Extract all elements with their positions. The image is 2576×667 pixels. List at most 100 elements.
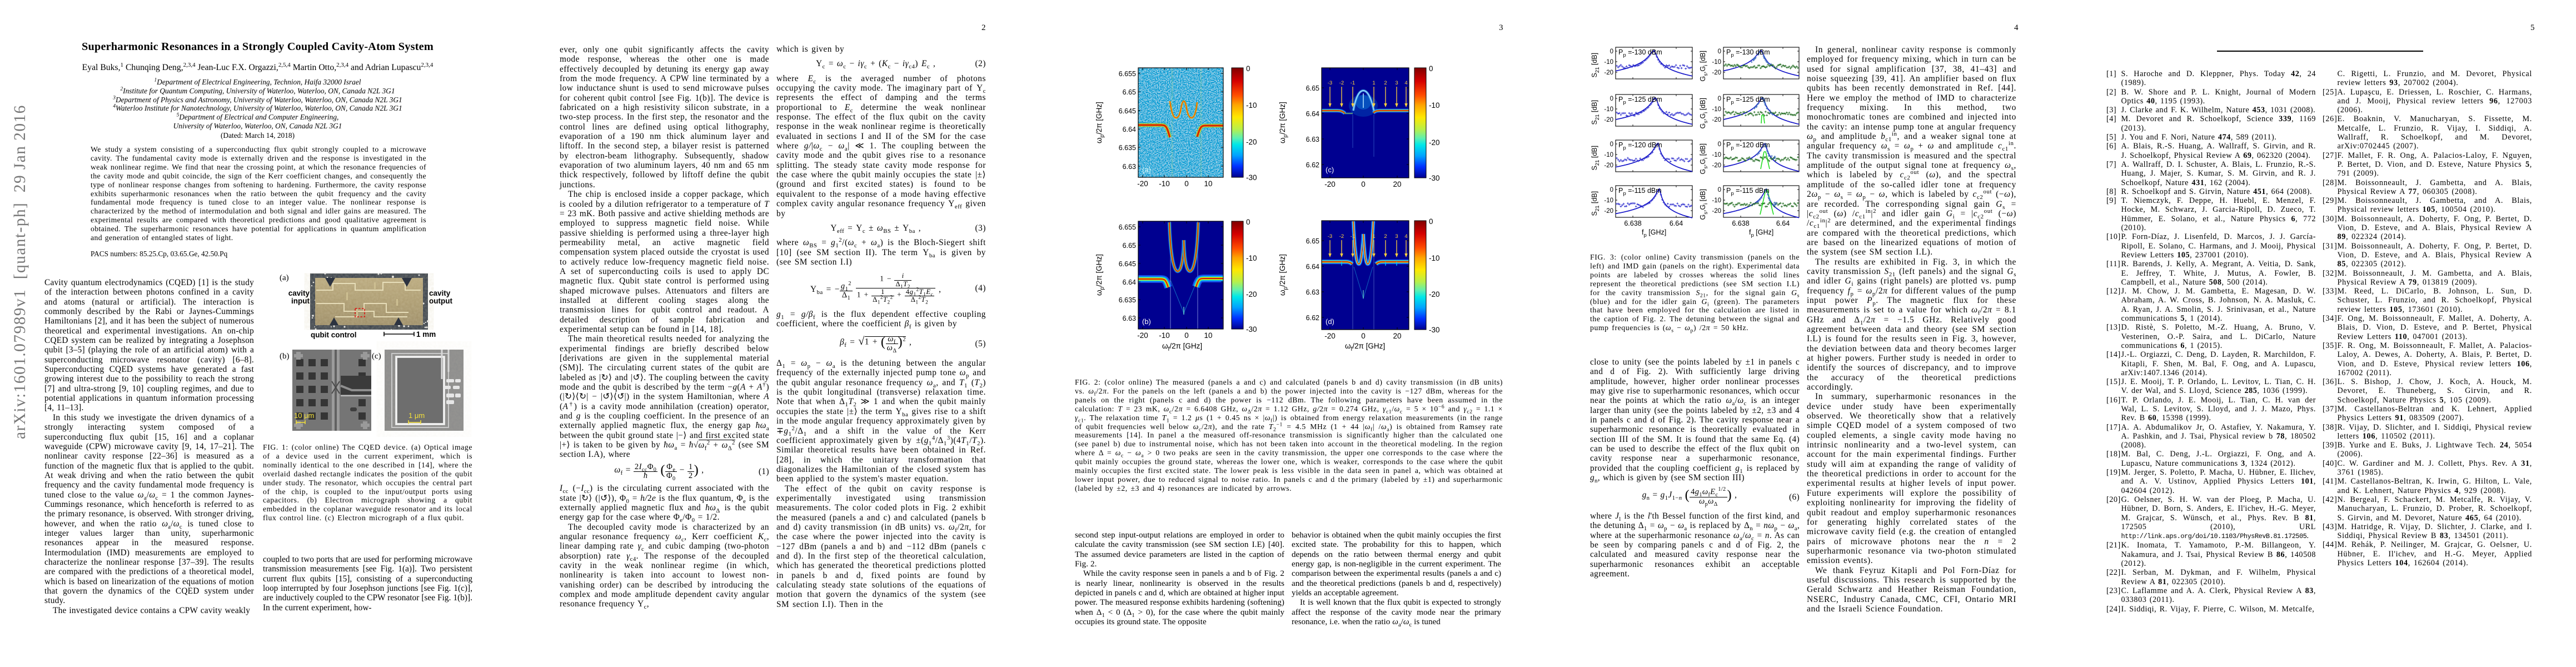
- svg-text:6.64: 6.64: [1306, 110, 1319, 118]
- svg-text:S21 [dB]: S21 [dB]: [1591, 191, 1601, 216]
- svg-text:6.63: 6.63: [1123, 163, 1136, 171]
- svg-text:1: 1: [1372, 80, 1375, 86]
- svg-text:ωp/2π [GHz]: ωp/2π [GHz]: [1278, 254, 1289, 296]
- svg-text:6.645: 6.645: [1119, 107, 1136, 115]
- svg-text:-3: -3: [1328, 233, 1332, 240]
- svg-text:0: 0: [1361, 332, 1366, 340]
- svg-text:6.645: 6.645: [1119, 260, 1136, 268]
- svg-text:1 μm: 1 μm: [408, 411, 425, 420]
- svg-text:(c): (c): [372, 352, 381, 361]
- svg-text:input: input: [291, 297, 310, 305]
- svg-text:6.65: 6.65: [1123, 242, 1136, 250]
- svg-text:4: 4: [1404, 80, 1407, 86]
- svg-text:0: 0: [1610, 141, 1613, 148]
- svg-text:Gs,Gi [dB]: Gs,Gi [dB]: [1699, 143, 1709, 175]
- svg-text:qubit control: qubit control: [311, 331, 356, 339]
- svg-text:0: 0: [1718, 48, 1721, 55]
- svg-text:output: output: [429, 297, 452, 305]
- svg-text:Pp =-125 dBm: Pp =-125 dBm: [1618, 96, 1662, 106]
- svg-text:6.63: 6.63: [1306, 136, 1319, 143]
- svg-text:-10: -10: [1159, 180, 1170, 188]
- svg-text:-20: -20: [1429, 138, 1440, 147]
- svg-text:6.65: 6.65: [1123, 88, 1136, 96]
- svg-text:S21 [dB]: S21 [dB]: [1591, 146, 1601, 171]
- svg-text:0: 0: [1610, 187, 1613, 193]
- svg-text:-20: -20: [1604, 117, 1613, 123]
- svg-text:Gs,Gi [dB]: Gs,Gi [dB]: [1699, 51, 1709, 82]
- svg-text:6.65: 6.65: [1306, 84, 1319, 92]
- svg-text:Gs,Gi [dB]: Gs,Gi [dB]: [1699, 98, 1709, 129]
- svg-text:(c): (c): [1326, 166, 1334, 174]
- svg-text:6.638: 6.638: [1732, 220, 1749, 227]
- svg-text:(b): (b): [1142, 317, 1151, 326]
- svg-text:6.65: 6.65: [1306, 237, 1319, 245]
- svg-text:-1: -1: [1351, 233, 1355, 240]
- svg-text:-30: -30: [1246, 173, 1257, 182]
- svg-text:6.635: 6.635: [1119, 144, 1136, 152]
- svg-text:0: 0: [1429, 217, 1433, 226]
- svg-text:-20: -20: [1604, 208, 1613, 215]
- svg-text:Gs,Gi [dB]: Gs,Gi [dB]: [1699, 189, 1709, 220]
- svg-text:-20: -20: [1429, 290, 1440, 298]
- svg-text:-10: -10: [1604, 152, 1613, 158]
- svg-text:0: 0: [1246, 218, 1250, 226]
- svg-text:(b): (b): [280, 352, 290, 361]
- svg-text:-10: -10: [1712, 106, 1721, 113]
- svg-text:-20: -20: [1246, 138, 1257, 146]
- svg-text:fp [GHz]: fp [GHz]: [1642, 228, 1666, 238]
- svg-text:ωf/2π [GHz]: ωf/2π [GHz]: [1345, 342, 1385, 352]
- svg-text:S21 [dB]: S21 [dB]: [1591, 100, 1601, 125]
- svg-text:-20: -20: [1324, 332, 1336, 340]
- svg-text:-10: -10: [1159, 331, 1170, 340]
- svg-text:10 μm: 10 μm: [294, 411, 314, 420]
- svg-text:6.635: 6.635: [1119, 296, 1136, 304]
- svg-text:0: 0: [1610, 96, 1613, 102]
- svg-text:6.64: 6.64: [1306, 263, 1319, 271]
- svg-text:-1: -1: [1351, 80, 1355, 86]
- svg-text:6.655: 6.655: [1119, 70, 1136, 78]
- svg-text:-20: -20: [1137, 180, 1148, 188]
- svg-text:fp [GHz]: fp [GHz]: [1749, 228, 1773, 238]
- svg-text:6.62: 6.62: [1306, 161, 1319, 169]
- svg-text:-10: -10: [1246, 101, 1257, 109]
- svg-text:0: 0: [1184, 180, 1189, 188]
- svg-text:-20: -20: [1604, 162, 1613, 169]
- svg-text:6.63: 6.63: [1123, 315, 1136, 322]
- svg-text:1: 1: [1372, 233, 1375, 240]
- svg-text:-20: -20: [1712, 69, 1721, 76]
- svg-text:-10: -10: [1604, 106, 1613, 113]
- svg-text:Pp =-130 dBm: Pp =-130 dBm: [1726, 48, 1770, 58]
- svg-text:-10: -10: [1712, 152, 1721, 158]
- svg-text:0: 0: [1361, 180, 1366, 188]
- svg-text:-10: -10: [1429, 254, 1440, 262]
- svg-text:6.64: 6.64: [1123, 278, 1136, 286]
- svg-text:3: 3: [1395, 233, 1398, 240]
- svg-text:-10: -10: [1604, 197, 1613, 204]
- svg-text:cavity: cavity: [288, 289, 310, 297]
- svg-text:ωf/2π [GHz]: ωf/2π [GHz]: [1162, 342, 1202, 352]
- svg-text:6.64: 6.64: [1670, 220, 1683, 227]
- svg-text:-10: -10: [1712, 197, 1721, 204]
- svg-text:-20: -20: [1246, 290, 1257, 298]
- svg-text:0: 0: [1246, 64, 1250, 73]
- svg-text:0: 0: [1718, 141, 1721, 148]
- svg-text:6.64: 6.64: [1776, 220, 1790, 227]
- svg-text:-30: -30: [1429, 174, 1440, 182]
- svg-text:-2: -2: [1339, 80, 1344, 86]
- svg-text:-20: -20: [1712, 162, 1721, 169]
- svg-text:ωp/2π [GHz]: ωp/2π [GHz]: [1278, 102, 1289, 143]
- svg-text:0: 0: [1718, 96, 1721, 102]
- svg-text:10: 10: [1204, 180, 1212, 188]
- svg-text:Pp =-115 dBm: Pp =-115 dBm: [1726, 187, 1770, 197]
- svg-text:-10: -10: [1429, 101, 1440, 109]
- svg-text:(a): (a): [280, 273, 289, 282]
- svg-text:Pp =-130 dBm: Pp =-130 dBm: [1618, 48, 1662, 58]
- svg-text:S21 [dB]: S21 [dB]: [1591, 53, 1601, 78]
- svg-text:4: 4: [1404, 233, 1407, 240]
- svg-text:6.655: 6.655: [1119, 223, 1136, 231]
- svg-text:6.62: 6.62: [1306, 314, 1319, 322]
- svg-text:cavity: cavity: [429, 289, 451, 297]
- svg-text:Pp =-120 dBm: Pp =-120 dBm: [1618, 141, 1662, 151]
- svg-text:-20: -20: [1712, 208, 1721, 215]
- svg-text:0: 0: [1429, 64, 1433, 73]
